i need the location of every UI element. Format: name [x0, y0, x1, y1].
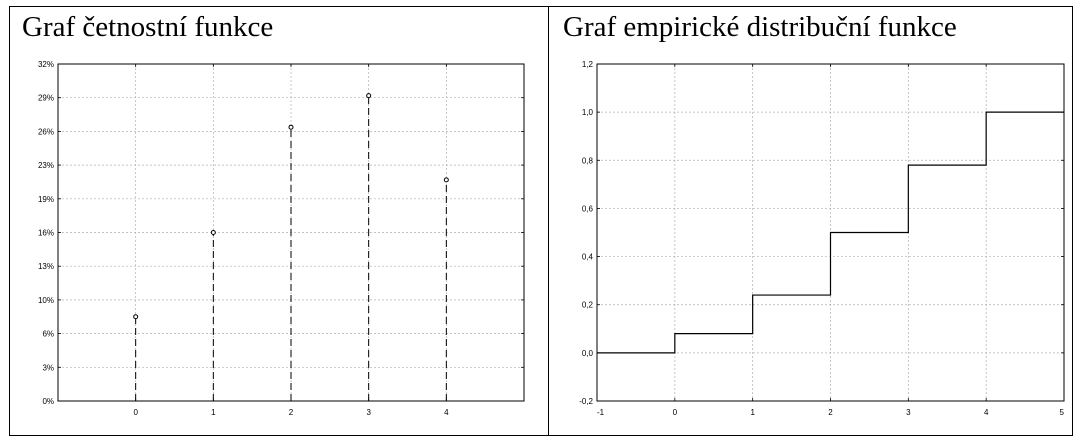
x-tick-label: 4	[444, 408, 449, 417]
y-tick-label: 32%	[38, 60, 54, 69]
y-tick-label: 0,4	[582, 253, 594, 262]
x-tick-label: 5	[1060, 408, 1065, 417]
y-tick-label: 1,0	[582, 108, 594, 117]
y-tick-label: 19%	[38, 195, 54, 204]
y-tick-label: 13%	[38, 262, 54, 271]
x-tick-label: 2	[828, 408, 833, 417]
x-tick-label: 4	[984, 408, 989, 417]
x-tick-label: 3	[366, 408, 371, 417]
y-tick-label: 0,2	[582, 301, 594, 310]
x-tick-label: 0	[133, 408, 138, 417]
y-tick-label: 10%	[38, 296, 54, 305]
y-tick-label: 0,6	[582, 204, 594, 213]
y-tick-label: -0,2	[579, 397, 593, 406]
chart-title-left: Graf četnostní funkce	[22, 11, 274, 43]
x-tick-label: -1	[597, 408, 605, 417]
data-point-marker	[210, 230, 216, 235]
x-tick-label: 3	[906, 408, 911, 417]
x-tick-label: 1	[211, 408, 216, 417]
plot-area	[596, 63, 1065, 402]
y-tick-label: 26%	[38, 127, 54, 136]
y-tick-label: 1,2	[582, 60, 594, 69]
y-tick-label: 23%	[38, 161, 54, 170]
frequency-chart: 0% 3% 6% 10% 13% 16% 19% 23% 26% 29% 32% 0 1 2 3 4 -0,2 0…	[38, 60, 1065, 417]
data-point-marker	[443, 177, 449, 183]
y-tick-label: 16%	[38, 229, 54, 238]
data-point-marker	[133, 314, 139, 320]
y-tick-label: 0,0	[582, 349, 594, 358]
data-point-marker	[366, 93, 372, 99]
data-point-marker	[288, 124, 294, 130]
figure: Graf četnostní funkce Graf empirické dis…	[9, 6, 1073, 436]
y-tick-label: 0,8	[582, 156, 594, 165]
step-line	[597, 111, 1064, 354]
y-tick-label: 29%	[38, 94, 54, 103]
x-tick-label: 0	[673, 408, 678, 417]
y-tick-label: 6%	[42, 330, 54, 339]
x-tick-label: 1	[750, 408, 755, 417]
x-tick-label: 2	[289, 408, 294, 417]
y-tick-label: 3%	[42, 363, 54, 372]
y-tick-label: 0%	[42, 397, 54, 406]
chart-title-right: Graf empirické distribuční funkce	[563, 11, 957, 43]
